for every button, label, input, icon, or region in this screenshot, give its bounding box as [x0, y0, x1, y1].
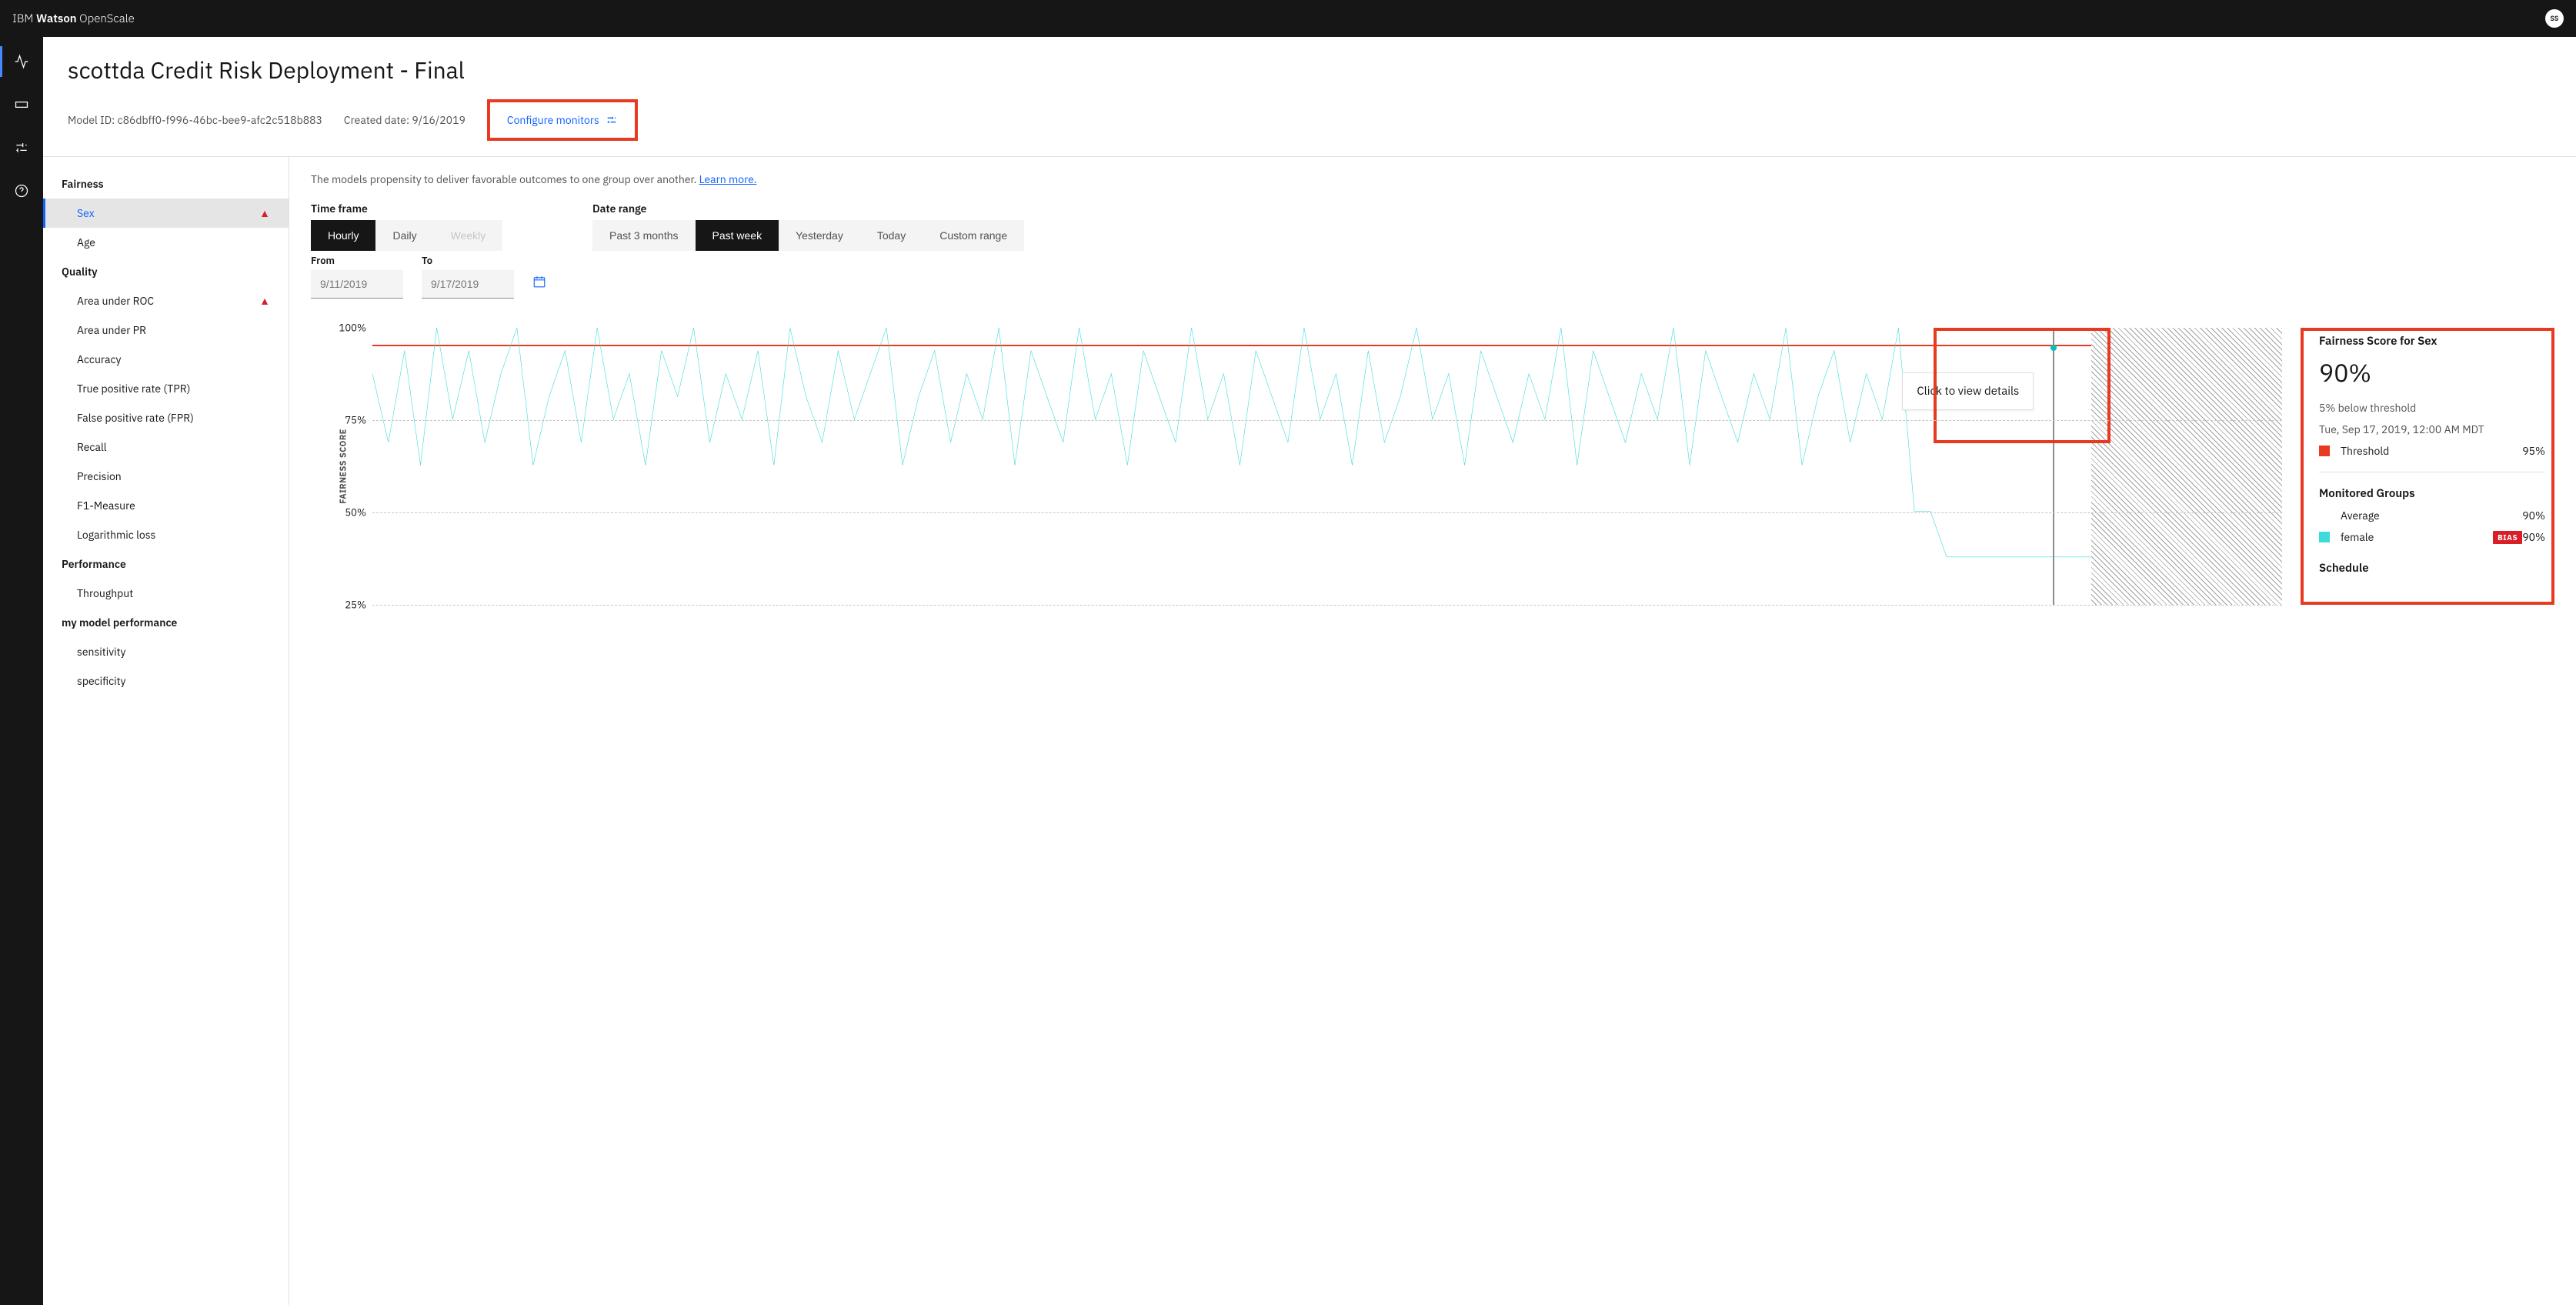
- rail-item-tickets[interactable]: [0, 83, 43, 126]
- brand-product: OpenScale: [79, 12, 135, 26]
- model-id: Model ID: c86dbff0-f996-46bc-bee9-afc2c5…: [68, 113, 322, 127]
- group-swatch: [2319, 532, 2330, 542]
- segment-button[interactable]: Today: [860, 220, 923, 251]
- created-date: Created date: 9/16/2019: [344, 113, 465, 127]
- to-date-input[interactable]: [422, 270, 514, 299]
- nav-item[interactable]: Area under ROC▲: [43, 286, 289, 315]
- nav-item[interactable]: Area under PR: [43, 315, 289, 345]
- segment-button: Weekly: [434, 220, 503, 251]
- user-avatar[interactable]: SS: [2545, 9, 2564, 28]
- panel-score: 90%: [2319, 356, 2545, 389]
- panel-timestamp: Tue, Sep 17, 2019, 12:00 AM MDT: [2319, 422, 2545, 436]
- y-tick-label: 25%: [345, 598, 366, 611]
- segment-button[interactable]: Custom range: [923, 220, 1024, 251]
- group-swatch: [2319, 510, 2330, 521]
- time-marker[interactable]: [2053, 328, 2054, 605]
- time-frame-label: Time frame: [311, 202, 546, 215]
- highlight-configure-monitors: Configure monitors: [487, 99, 638, 141]
- nav-item[interactable]: True positive rate (TPR): [43, 374, 289, 403]
- group-row: femaleBIAS90%: [2319, 530, 2545, 544]
- nav-item[interactable]: sensitivity: [43, 637, 289, 666]
- bias-badge: BIAS: [2493, 531, 2522, 544]
- segment-button[interactable]: Past week: [696, 220, 779, 251]
- sliders-icon: [14, 140, 29, 155]
- nav-item[interactable]: Throughput: [43, 579, 289, 608]
- from-date-input[interactable]: [311, 270, 403, 299]
- side-navigation: FairnessSex▲AgeQualityArea under ROC▲Are…: [43, 157, 289, 1305]
- nav-item[interactable]: Recall: [43, 432, 289, 462]
- top-bar: IBM Watson OpenScale SS: [0, 0, 2576, 37]
- brand-watson: Watson: [36, 12, 77, 26]
- brand: IBM Watson OpenScale: [12, 12, 135, 26]
- from-label: From: [311, 254, 403, 267]
- gridline: [372, 605, 2282, 606]
- y-tick-label: 100%: [339, 322, 366, 335]
- help-icon: [14, 183, 29, 199]
- nav-item[interactable]: Sex▲: [43, 199, 289, 228]
- y-axis-label: FAIRNESS SCORE: [339, 429, 349, 503]
- monitored-groups-title: Monitored Groups: [2319, 486, 2545, 501]
- intro-text: The models propensity to deliver favorab…: [311, 172, 2554, 186]
- data-series-line: [372, 328, 2091, 1305]
- nav-item[interactable]: Logarithmic loss: [43, 520, 289, 549]
- nav-group-title: Performance: [43, 549, 289, 579]
- fairness-chart[interactable]: FAIRNESS SCORE Click to view details 100…: [311, 328, 2282, 605]
- learn-more-link[interactable]: Learn more.: [699, 172, 757, 186]
- warning-icon: ▲: [259, 206, 270, 220]
- segment-button[interactable]: Yesterday: [779, 220, 860, 251]
- nav-item[interactable]: Age: [43, 228, 289, 257]
- nav-item[interactable]: Precision: [43, 462, 289, 491]
- nav-group-title: my model performance: [43, 608, 289, 637]
- fairness-score-panel: Fairness Score for Sex 90% 5% below thre…: [2301, 328, 2554, 605]
- warning-icon: ▲: [259, 294, 270, 308]
- nav-item[interactable]: False positive rate (FPR): [43, 403, 289, 432]
- segment-button[interactable]: Past 3 months: [592, 220, 696, 251]
- page-title: scottda Credit Risk Deployment - Final: [68, 55, 2551, 85]
- ticket-icon: [14, 97, 29, 112]
- nav-item[interactable]: F1-Measure: [43, 491, 289, 520]
- to-label: To: [422, 254, 514, 267]
- rail-item-settings[interactable]: [0, 126, 43, 169]
- calendar-icon[interactable]: [532, 275, 546, 299]
- future-region-hatch: [2091, 328, 2282, 605]
- main-panel: The models propensity to deliver favorab…: [289, 157, 2576, 1305]
- sliders-icon: [606, 114, 618, 126]
- panel-title: Fairness Score for Sex: [2319, 334, 2545, 349]
- nav-item[interactable]: specificity: [43, 666, 289, 696]
- date-range-label: Date range: [592, 202, 1024, 215]
- left-rail: [0, 37, 43, 1305]
- activity-icon: [14, 54, 29, 69]
- page-header: scottda Credit Risk Deployment - Final M…: [43, 37, 2576, 156]
- nav-item[interactable]: Accuracy: [43, 345, 289, 374]
- segment-button[interactable]: Daily: [375, 220, 433, 251]
- date-range-segmented: Past 3 monthsPast weekYesterdayTodayCust…: [592, 220, 1024, 251]
- rail-item-help[interactable]: [0, 169, 43, 212]
- threshold-row: Threshold 95%: [2319, 444, 2545, 458]
- configure-monitors-link[interactable]: Configure monitors: [501, 110, 624, 130]
- brand-ibm: IBM: [12, 12, 34, 26]
- schedule-title: Schedule: [2319, 561, 2545, 576]
- time-frame-segmented: HourlyDailyWeekly: [311, 220, 546, 251]
- gridline: [372, 420, 2282, 421]
- y-tick-label: 50%: [345, 506, 366, 519]
- rail-item-activity[interactable]: [0, 40, 43, 83]
- chart-tooltip[interactable]: Click to view details: [1902, 372, 2034, 410]
- nav-group-title: Fairness: [43, 169, 289, 199]
- segment-button[interactable]: Hourly: [311, 220, 375, 251]
- group-row: Average90%: [2319, 509, 2545, 522]
- y-tick-label: 75%: [345, 413, 366, 426]
- panel-deviation: 5% below threshold: [2319, 401, 2545, 415]
- nav-group-title: Quality: [43, 257, 289, 286]
- threshold-swatch: [2319, 446, 2330, 456]
- gridline: [372, 512, 2282, 513]
